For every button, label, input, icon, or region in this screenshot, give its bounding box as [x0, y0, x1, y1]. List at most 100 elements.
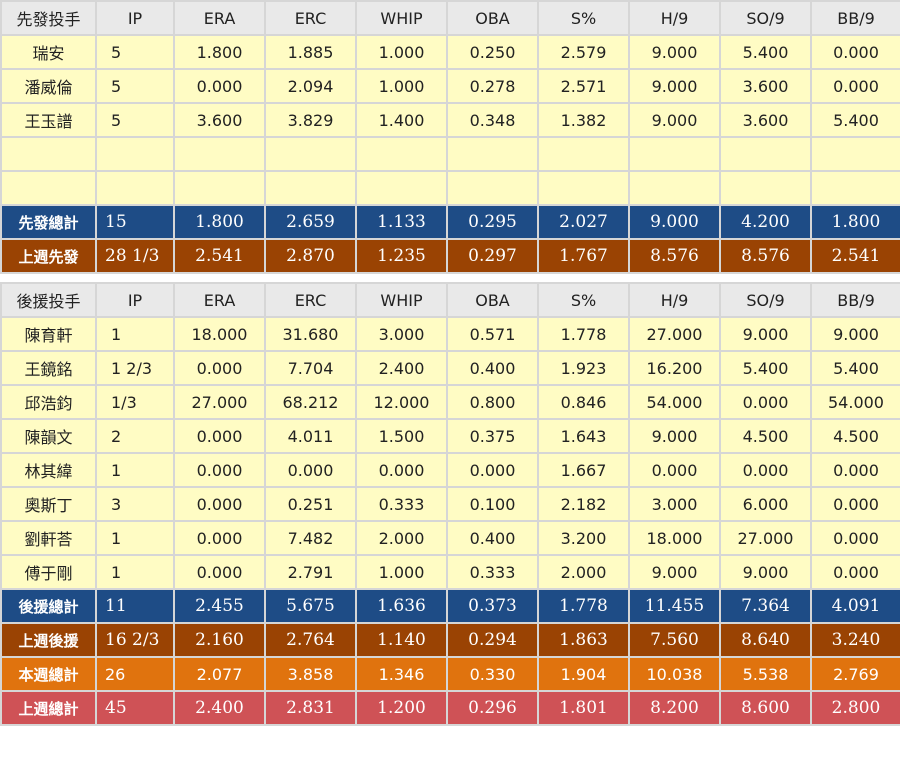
cell-whip: 1.235: [355, 238, 448, 274]
cell-s-pct: 2.027: [537, 204, 630, 240]
cell-erc: 7.482: [264, 520, 357, 556]
starters-header-label: 先發投手: [0, 0, 97, 36]
cell-so9: 9.000: [719, 554, 812, 590]
cell-so9: 3.600: [719, 102, 812, 138]
col-header-whip: WHIP: [355, 0, 448, 36]
cell-ip: 5: [95, 34, 175, 70]
table-row: 瑞安 5 1.800 1.885 1.000 0.250 2.579 9.000 5.400 0.…: [0, 34, 900, 70]
cell-erc: 0.000: [264, 452, 357, 488]
pitcher-name: 本週總計: [0, 656, 97, 692]
cell-whip: 0.333: [355, 486, 448, 522]
cell-erc: 2.791: [264, 554, 357, 590]
cell-bb9: 2.541: [810, 238, 900, 274]
cell-h9: 8.576: [628, 238, 721, 274]
table-row: 陳韻文 2 0.000 4.011 1.500 0.375 1.643 9.000 4.500 4…: [0, 418, 900, 454]
cell-oba: 0.297: [446, 238, 539, 274]
table-row: 王玉譜 5 3.600 3.829 1.400 0.348 1.382 9.000 3.600 5…: [0, 102, 900, 138]
cell-ip: 11: [95, 588, 175, 624]
cell-bb9: 54.000: [810, 384, 900, 420]
starters-header-row: 先發投手 IP ERA ERC WHIP OBA S% H/9 SO/9 BB/…: [0, 0, 900, 36]
cell-bb9: 2.800: [810, 690, 900, 726]
relievers-header-row: 後援投手 IP ERA ERC WHIP OBA S% H/9 SO/9 BB/…: [0, 282, 900, 318]
cell-oba: 0.295: [446, 204, 539, 240]
cell-erc: 4.011: [264, 418, 357, 454]
cell-oba: 0.294: [446, 622, 539, 658]
cell-bb9: 4.091: [810, 588, 900, 624]
cell-ip: 16 2/3: [95, 622, 175, 658]
cell-h9: 10.038: [628, 656, 721, 692]
pitcher-name: 潘威倫: [0, 68, 97, 104]
cell-bb9: 0.000: [810, 520, 900, 556]
cell-s-pct: 2.182: [537, 486, 630, 522]
cell-era: 0.000: [173, 486, 266, 522]
pitcher-name: 瑞安: [0, 34, 97, 70]
cell-erc: 2.831: [264, 690, 357, 726]
cell-bb9: 5.400: [810, 350, 900, 386]
cell-erc: 68.212: [264, 384, 357, 420]
cell-era: 0.000: [173, 452, 266, 488]
cell-s-pct: 1.923: [537, 350, 630, 386]
cell-whip: 2.000: [355, 520, 448, 556]
cell-so9: 0.000: [719, 384, 812, 420]
starters-last-week: 上週先發 28 1/3 2.541 2.870 1.235 0.297 1.767 8.576…: [0, 238, 900, 274]
cell-so9: 5.400: [719, 350, 812, 386]
col-header-s-pct: S%: [537, 282, 630, 318]
cell-h9: 8.200: [628, 690, 721, 726]
cell-s-pct: 0.846: [537, 384, 630, 420]
cell-s-pct: 3.200: [537, 520, 630, 556]
cell-era: 0.000: [173, 554, 266, 590]
cell-oba: 0.400: [446, 520, 539, 556]
cell-era: 0.000: [173, 350, 266, 386]
pitcher-name: 林其緯: [0, 452, 97, 488]
col-header-erc: ERC: [264, 0, 357, 36]
cell-s-pct: 1.801: [537, 690, 630, 726]
cell-ip: 45: [95, 690, 175, 726]
cell-so9: 6.000: [719, 486, 812, 522]
cell-ip: 2: [95, 418, 175, 454]
cell-so9: 5.400: [719, 34, 812, 70]
relievers-summary: 後援總計 11 2.455 5.675 1.636 0.373 1.778 11.455 7.3…: [0, 588, 900, 624]
cell-bb9: 4.500: [810, 418, 900, 454]
cell-so9: 27.000: [719, 520, 812, 556]
relievers-last-week: 上週後援 16 2/3 2.160 2.764 1.140 0.294 1.863 7.560…: [0, 622, 900, 658]
cell-so9: 7.364: [719, 588, 812, 624]
cell-bb9: 0.000: [810, 34, 900, 70]
cell-so9: 9.000: [719, 316, 812, 352]
col-header-so9: SO/9: [719, 282, 812, 318]
cell-s-pct: 1.778: [537, 588, 630, 624]
col-header-bb9: BB/9: [810, 282, 900, 318]
cell-era: 18.000: [173, 316, 266, 352]
cell-era: 2.541: [173, 238, 266, 274]
cell-h9: 16.200: [628, 350, 721, 386]
col-header-bb9: BB/9: [810, 0, 900, 36]
cell-so9: 8.576: [719, 238, 812, 274]
cell-oba: 0.400: [446, 350, 539, 386]
cell-s-pct: 2.579: [537, 34, 630, 70]
cell-so9: 8.640: [719, 622, 812, 658]
cell-erc: 1.885: [264, 34, 357, 70]
pitcher-name: 陳育軒: [0, 316, 97, 352]
col-header-oba: OBA: [446, 282, 539, 318]
cell-oba: 0.800: [446, 384, 539, 420]
col-header-ip: IP: [95, 0, 175, 36]
summary-row: 上週後援 16 2/3 2.160 2.764 1.140 0.294 1.863 7.560…: [0, 622, 900, 658]
cell-bb9: 3.240: [810, 622, 900, 658]
empty-row: [0, 136, 900, 172]
cell-era: 2.455: [173, 588, 266, 624]
cell-oba: 0.250: [446, 34, 539, 70]
cell-erc: 3.858: [264, 656, 357, 692]
cell-bb9: 0.000: [810, 68, 900, 104]
cell-h9: 0.000: [628, 452, 721, 488]
cell-erc: 2.764: [264, 622, 357, 658]
cell-bb9: 1.800: [810, 204, 900, 240]
cell-erc: 31.680: [264, 316, 357, 352]
cell-h9: 18.000: [628, 520, 721, 556]
cell-erc: 7.704: [264, 350, 357, 386]
cell-era: 0.000: [173, 68, 266, 104]
cell-whip: 1.636: [355, 588, 448, 624]
cell-oba: 0.330: [446, 656, 539, 692]
cell-era: 2.160: [173, 622, 266, 658]
cell-so9: 4.500: [719, 418, 812, 454]
cell-oba: 0.571: [446, 316, 539, 352]
cell-s-pct: 2.000: [537, 554, 630, 590]
